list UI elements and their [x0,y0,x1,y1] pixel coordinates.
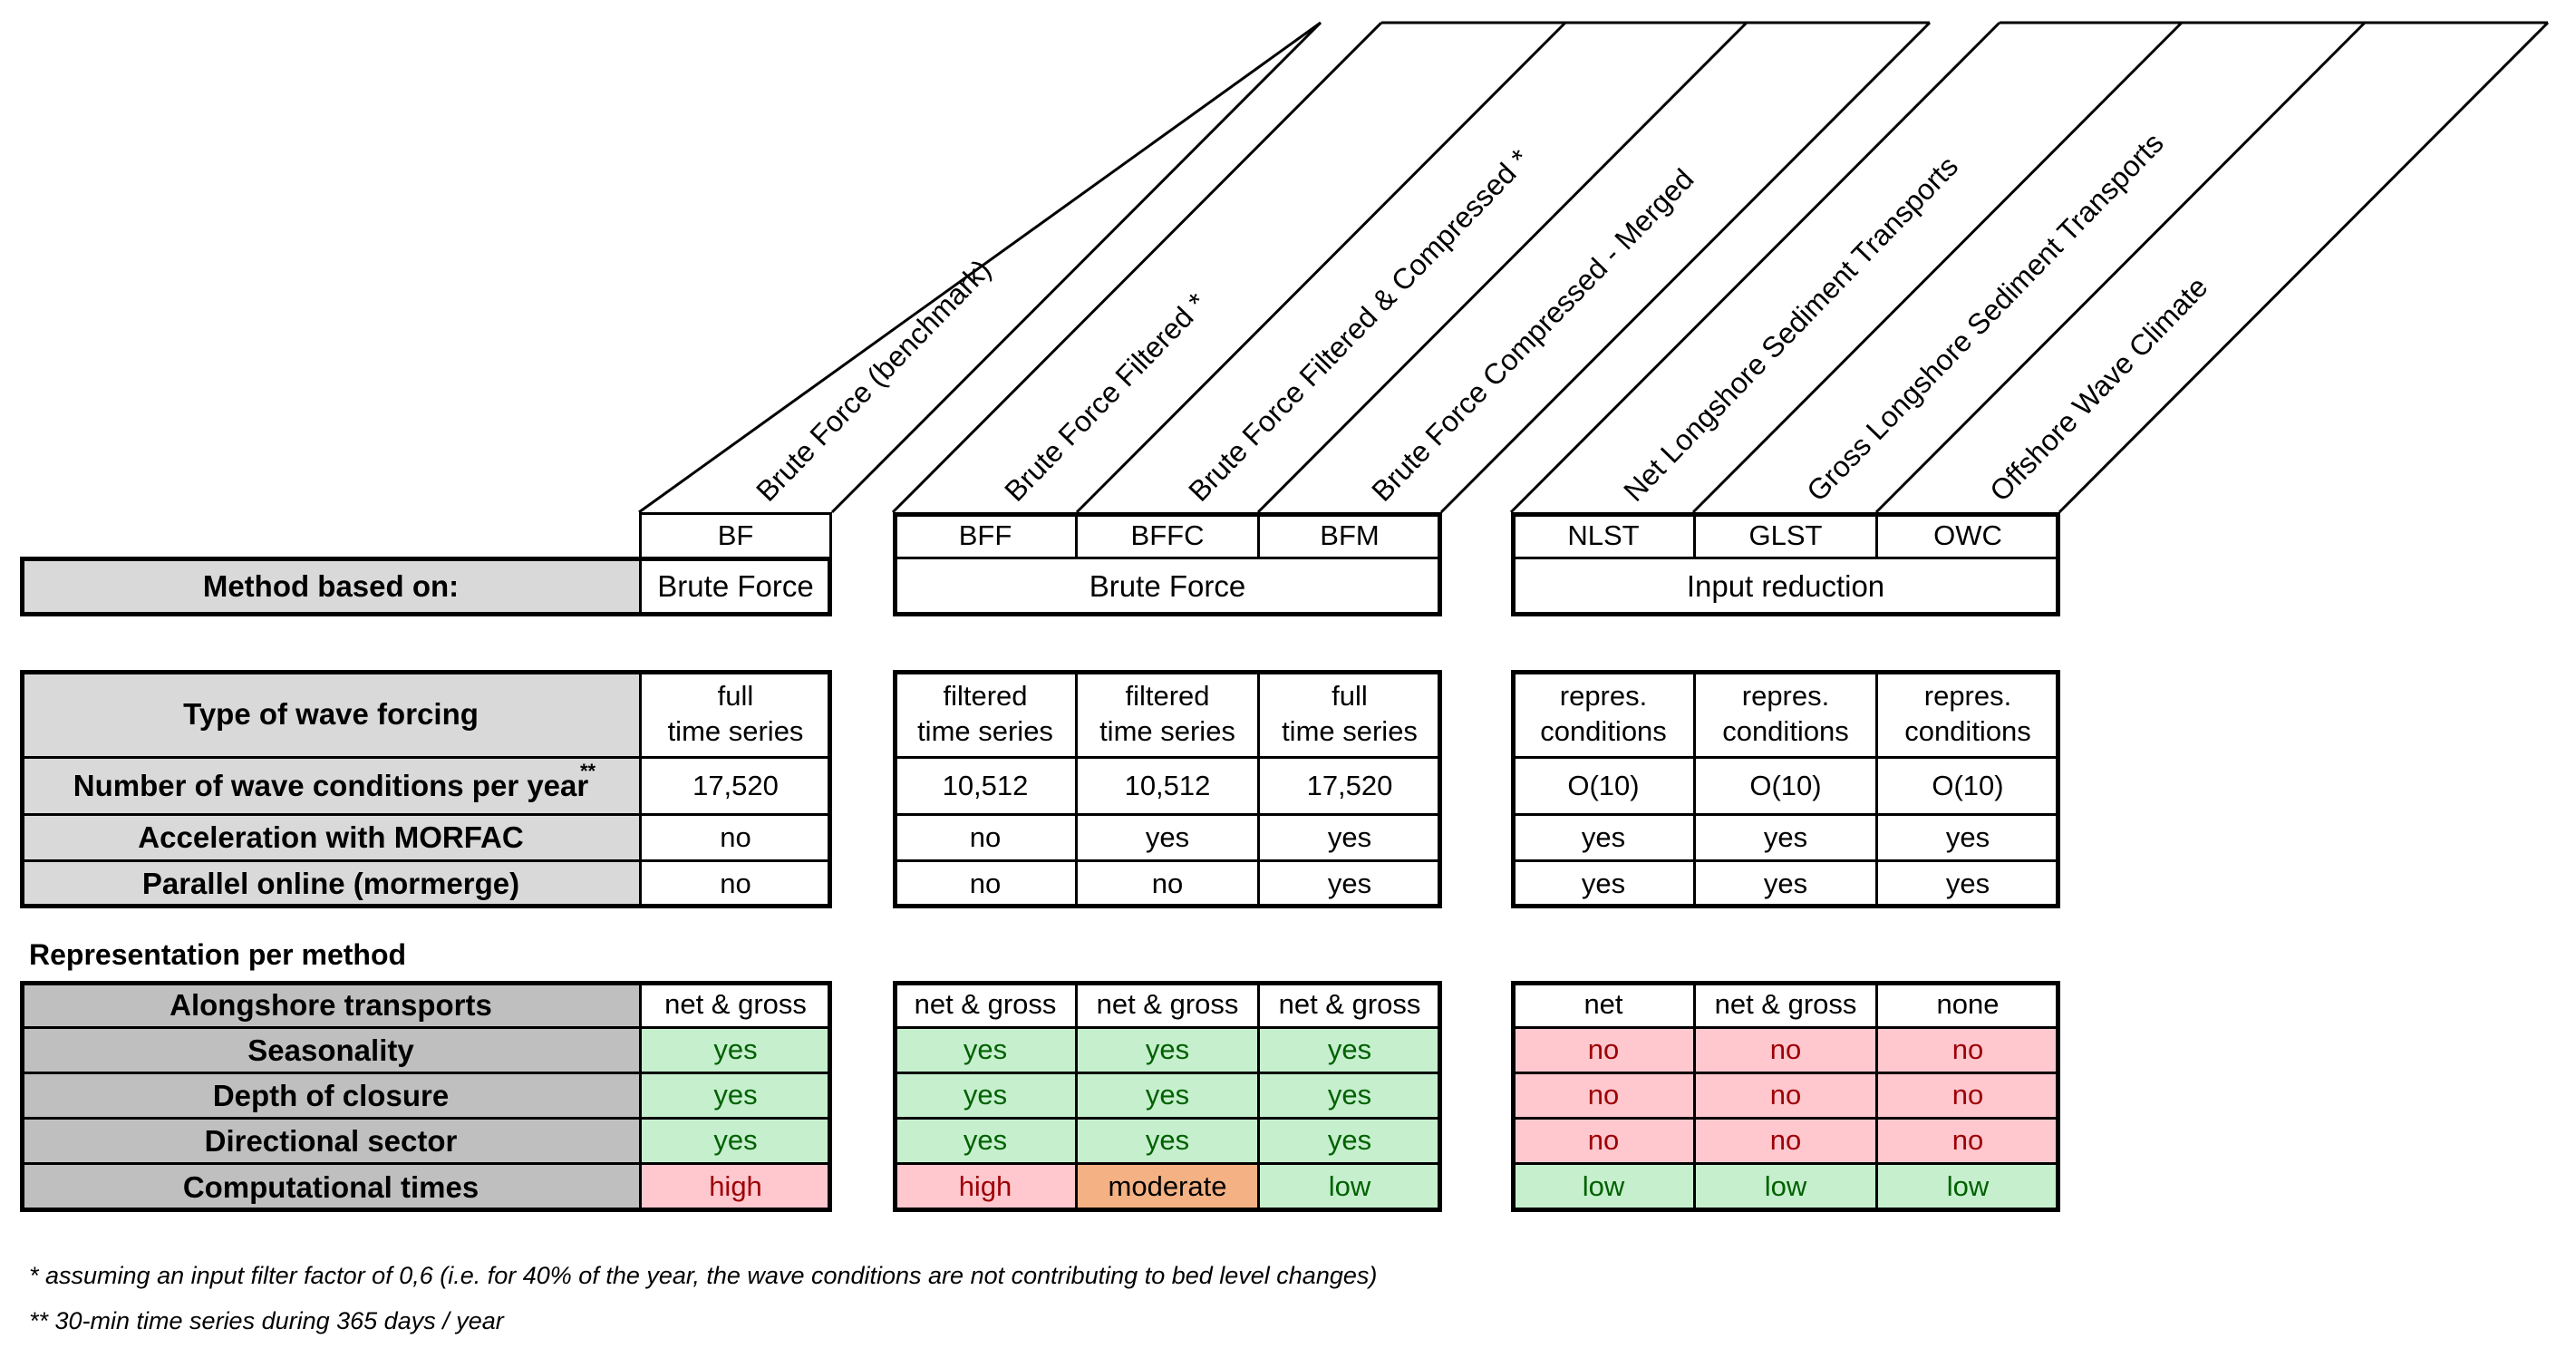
method-group-3: Input reduction [1511,557,2060,616]
parallel-bf: no [639,859,832,908]
rep-computational-times-bffc: moderate [1075,1162,1260,1212]
parallel-owc: yes [1875,859,2060,908]
column-header-area: Brute Force (benchmark) Brute Force Filt… [638,21,2550,514]
rep-alongshore-transports-glst: net & gross [1693,981,1878,1029]
method-group-2: Brute Force [893,557,1442,616]
wave-forcing-bff: filtered time series [893,670,1078,759]
code-bfm: BFM [1257,512,1442,559]
header-bffc: Brute Force Filtered & Compressed * [1182,142,1535,507]
wave-forcing-bf: full time series [639,670,832,759]
rep-label-directional-sector: Directional sector [20,1117,642,1165]
rep-depth-of-closure-owc: no [1875,1072,2060,1120]
wave-forcing-glst: repres. conditions [1693,670,1878,759]
morfac-bf: no [639,813,832,862]
rep-seasonality-bff: yes [893,1026,1078,1074]
rep-computational-times-bff: high [893,1162,1078,1212]
rep-seasonality-glst: no [1693,1026,1878,1074]
rep-directional-sector-owc: no [1875,1117,2060,1165]
rep-label-alongshore-transports: Alongshore transports [20,981,642,1029]
rep-label-computational-times: Computational times [20,1162,642,1212]
code-glst: GLST [1693,512,1878,559]
rep-depth-of-closure-bf: yes [639,1072,832,1120]
rep-alongshore-transports-bfm: net & gross [1257,981,1442,1029]
rep-computational-times-glst: low [1693,1162,1878,1212]
morfac-glst: yes [1693,813,1878,862]
rep-seasonality-owc: no [1875,1026,2060,1074]
footnote-1: * assuming an input filter factor of 0,6… [29,1262,1378,1289]
rep-seasonality-bf: yes [639,1026,832,1074]
representation-title: Representation per method [29,938,407,971]
rep-directional-sector-bff: yes [893,1117,1078,1165]
rep-alongshore-transports-bffc: net & gross [1075,981,1260,1029]
code-bff: BFF [893,512,1078,559]
header-glst: Gross Longshore Sediment Transports [1800,126,2170,507]
rep-directional-sector-bfm: yes [1257,1117,1442,1165]
footnote-2: ** 30-min time series during 365 days / … [29,1307,504,1334]
rep-directional-sector-bffc: yes [1075,1117,1260,1165]
rep-directional-sector-nlst: no [1511,1117,1696,1165]
code-bf: BF [639,512,832,559]
morfac-bfm: yes [1257,813,1442,862]
wave-forcing-owc: repres. conditions [1875,670,2060,759]
num-conditions-bff: 10,512 [893,756,1078,816]
rep-alongshore-transports-owc: none [1875,981,2060,1029]
rep-computational-times-bf: high [639,1162,832,1212]
rep-depth-of-closure-bff: yes [893,1072,1078,1120]
num-conditions-footnote: ** [580,760,596,782]
rep-depth-of-closure-nlst: no [1511,1072,1696,1120]
rep-label-seasonality: Seasonality [20,1026,642,1074]
wave-forcing-label: Type of wave forcing [20,670,642,759]
rep-computational-times-nlst: low [1511,1162,1696,1212]
parallel-bfm: yes [1257,859,1442,908]
rep-depth-of-closure-bfm: yes [1257,1072,1442,1120]
morfac-bff: no [893,813,1078,862]
rep-seasonality-bfm: yes [1257,1026,1442,1074]
parallel-label: Parallel online (mormerge) [20,859,642,908]
num-conditions-owc: O(10) [1875,756,2060,816]
header-bff: Brute Force Filtered * [998,286,1213,508]
num-conditions-nlst: O(10) [1511,756,1696,816]
wave-forcing-bffc: filtered time series [1075,670,1260,759]
num-conditions-bffc: 10,512 [1075,756,1260,816]
morfac-nlst: yes [1511,813,1696,862]
parallel-bff: no [893,859,1078,908]
method-group-1: Brute Force [639,557,832,616]
wave-forcing-nlst: repres. conditions [1511,670,1696,759]
rep-directional-sector-glst: no [1693,1117,1878,1165]
rep-label-depth-of-closure: Depth of closure [20,1072,642,1120]
rep-depth-of-closure-glst: no [1693,1072,1878,1120]
code-nlst: NLST [1511,512,1696,559]
rep-depth-of-closure-bffc: yes [1075,1072,1260,1120]
num-conditions-bfm: 17,520 [1257,756,1442,816]
morfac-label: Acceleration with MORFAC [20,813,642,862]
num-conditions-glst: O(10) [1693,756,1878,816]
slanted-header-lines [638,21,2550,514]
code-bffc: BFFC [1075,512,1260,559]
num-conditions-label: Number of wave conditions per year [20,756,642,816]
parallel-bffc: no [1075,859,1260,908]
rep-computational-times-owc: low [1875,1162,2060,1212]
method-based-on-label: Method based on: [20,557,642,616]
rep-alongshore-transports-nlst: net [1511,981,1696,1029]
morfac-bffc: yes [1075,813,1260,862]
parallel-nlst: yes [1511,859,1696,908]
rep-alongshore-transports-bf: net & gross [639,981,832,1029]
num-conditions-text: Number of wave conditions per year [73,769,589,802]
wave-forcing-bfm: full time series [1257,670,1442,759]
num-conditions-bf: 17,520 [639,756,832,816]
rep-seasonality-bffc: yes [1075,1026,1260,1074]
rep-computational-times-bfm: low [1257,1162,1442,1212]
rep-alongshore-transports-bff: net & gross [893,981,1078,1029]
rep-directional-sector-bf: yes [639,1117,832,1165]
morfac-owc: yes [1875,813,2060,862]
rep-seasonality-nlst: no [1511,1026,1696,1074]
parallel-glst: yes [1693,859,1878,908]
code-owc: OWC [1875,512,2060,559]
